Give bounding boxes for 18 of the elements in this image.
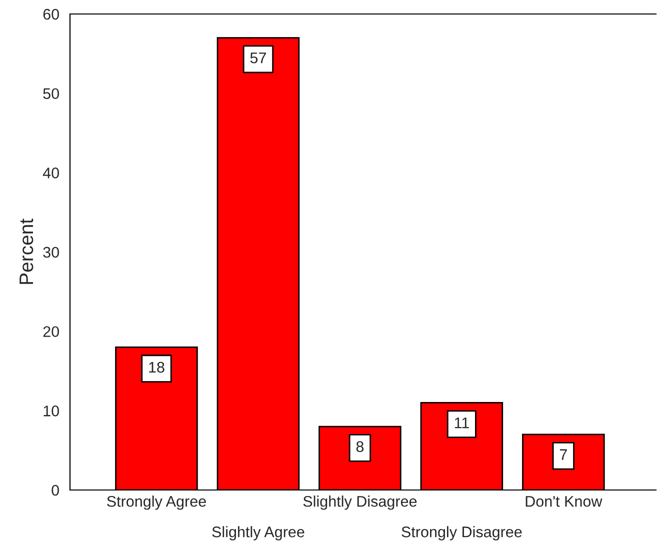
data-label: 11 — [454, 418, 469, 428]
y-tick-label: 20 — [43, 326, 59, 338]
y-tick-label: 50 — [43, 88, 59, 100]
x-tick-label: Strongly Agree — [107, 496, 206, 510]
y-tick-label: 30 — [43, 246, 59, 258]
x-tick-label: Slightly Disagree — [303, 496, 417, 510]
y-tick-label: 60 — [43, 8, 59, 20]
x-tick-label: Don't Know — [526, 496, 602, 507]
y-tick-label: 10 — [44, 406, 59, 416]
x-tick-label: Slightly Agree — [212, 526, 304, 540]
data-label: 18 — [149, 362, 164, 373]
x-tick-label: Strongly Disagree — [402, 526, 522, 540]
data-label: 57 — [250, 52, 266, 64]
y-tick-label: 40 — [42, 168, 59, 178]
data-label: 7 — [560, 449, 567, 460]
y-tick-label: 0 — [52, 484, 59, 496]
y-axis-title: Percent — [20, 218, 34, 284]
data-label: 8 — [356, 441, 364, 452]
